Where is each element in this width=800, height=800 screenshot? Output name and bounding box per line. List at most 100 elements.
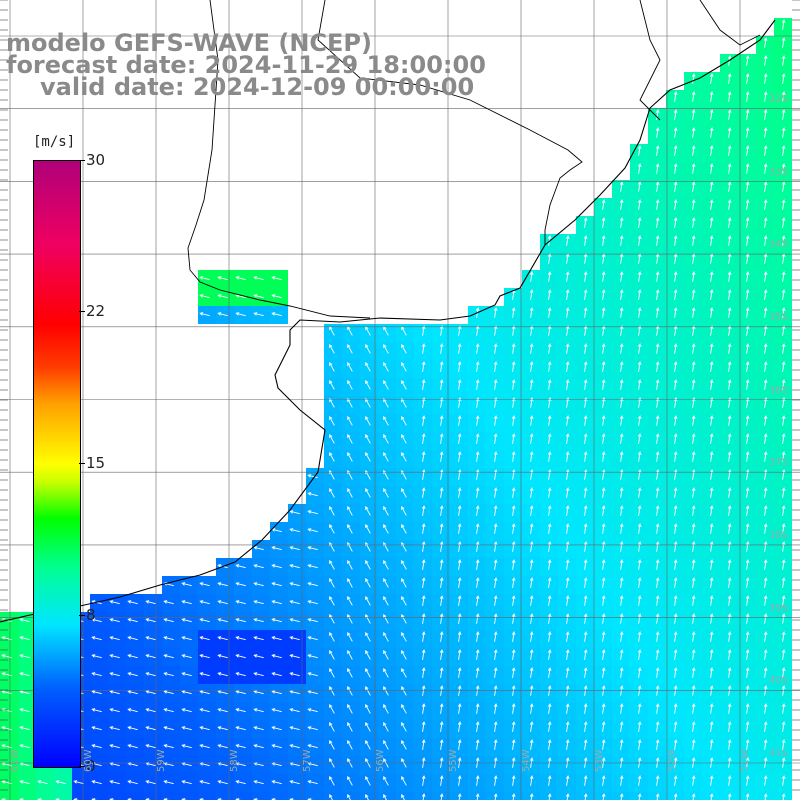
wind-arrow xyxy=(583,685,588,696)
wind-arrow xyxy=(583,595,588,606)
wind-arrow xyxy=(365,650,371,660)
wind-arrow xyxy=(709,109,714,120)
wind-arrow xyxy=(565,325,570,336)
wind-arrow xyxy=(601,451,606,462)
wind-arrow xyxy=(329,686,335,696)
wind-arrow xyxy=(511,793,516,800)
wind-arrow xyxy=(673,523,678,534)
wind-arrow xyxy=(329,794,333,800)
wind-arrow xyxy=(181,744,192,749)
wind-arrow xyxy=(745,595,750,606)
wind-arrow xyxy=(547,577,552,588)
wind-arrow xyxy=(289,528,300,533)
wind-arrow xyxy=(181,690,192,695)
wind-arrow xyxy=(601,577,606,588)
lat-label: 38S xyxy=(769,530,789,541)
wind-arrow xyxy=(709,271,714,282)
wind-arrow xyxy=(347,704,353,714)
wind-arrow xyxy=(235,690,246,695)
wind-arrow xyxy=(583,793,588,800)
wind-arrow xyxy=(547,703,552,714)
wind-arrow xyxy=(529,343,534,354)
wind-arrow xyxy=(745,505,750,516)
wind-arrow xyxy=(655,361,660,372)
wind-arrow xyxy=(727,667,732,678)
wind-arrow xyxy=(439,523,444,534)
wind-arrow xyxy=(475,415,480,426)
wind-arrow xyxy=(565,739,570,750)
wind-arrow xyxy=(619,667,624,678)
wind-arrow xyxy=(673,289,678,300)
wind-arrow xyxy=(565,685,570,696)
wind-arrow xyxy=(365,344,371,354)
wind-arrow xyxy=(691,145,696,156)
wind-arrow xyxy=(637,379,642,390)
wind-arrow xyxy=(619,235,624,246)
wind-arrow xyxy=(745,271,750,282)
wind-arrow xyxy=(619,577,624,588)
wind-arrow xyxy=(655,127,660,138)
wind-arrow xyxy=(565,451,570,462)
wind-arrow xyxy=(637,685,642,696)
wind-arrow xyxy=(745,91,750,102)
wind-arrow xyxy=(199,672,210,677)
wind-arrow xyxy=(637,487,642,498)
wind-arrow xyxy=(493,793,498,800)
wind-arrow xyxy=(289,564,300,569)
wind-arrow xyxy=(253,582,264,587)
wind-arrow xyxy=(565,721,570,732)
wind-arrow xyxy=(673,505,678,516)
wind-arrow xyxy=(271,708,282,713)
wind-speed-cell xyxy=(36,792,54,800)
wind-arrow xyxy=(583,721,588,732)
wind-arrow xyxy=(619,793,624,800)
wind-arrow xyxy=(601,361,606,372)
wind-arrow xyxy=(145,744,156,749)
wind-arrow xyxy=(347,578,353,588)
wind-arrow xyxy=(709,145,714,156)
wind-arrow xyxy=(329,650,335,660)
wind-arrow xyxy=(365,776,371,786)
wind-arrow xyxy=(253,564,264,569)
wind-arrow xyxy=(619,685,624,696)
wind-arrow xyxy=(691,703,696,714)
wind-arrow xyxy=(493,613,498,624)
wind-arrow xyxy=(457,685,462,696)
wind-arrow xyxy=(763,73,768,84)
wind-arrow xyxy=(307,492,318,497)
wind-arrow xyxy=(727,559,732,570)
wind-arrow xyxy=(763,379,768,390)
wind-arrow xyxy=(365,380,371,390)
wind-arrow xyxy=(199,600,210,605)
wind-arrow xyxy=(347,362,353,372)
wind-arrow xyxy=(691,127,696,138)
wind-arrow xyxy=(601,739,606,750)
wind-arrow xyxy=(781,649,786,660)
lat-label: 33S xyxy=(769,167,789,178)
wind-arrow xyxy=(457,667,462,678)
wind-arrow xyxy=(19,618,30,623)
wind-arrow xyxy=(691,379,696,390)
wind-arrow xyxy=(547,613,552,624)
wind-arrow xyxy=(637,739,642,750)
wind-arrow xyxy=(439,703,444,714)
wind-arrow xyxy=(439,775,444,786)
wind-arrow xyxy=(253,600,264,605)
wind-arrow xyxy=(619,487,624,498)
wind-arrow xyxy=(457,361,462,372)
wind-arrow xyxy=(421,703,426,714)
wind-arrow xyxy=(307,582,318,587)
lat-label: 41S xyxy=(769,748,789,759)
wind-arrow xyxy=(727,289,732,300)
wind-arrow xyxy=(347,740,353,750)
wind-arrow xyxy=(673,613,678,624)
wind-arrow xyxy=(673,559,678,570)
wind-arrow xyxy=(271,276,282,281)
wind-arrow xyxy=(781,325,786,336)
wind-arrow xyxy=(583,613,588,624)
wind-arrow xyxy=(745,667,750,678)
wind-arrow xyxy=(493,307,498,318)
wind-speed-cell xyxy=(288,792,306,800)
wind-arrow xyxy=(727,739,732,750)
wind-arrow xyxy=(745,145,750,156)
